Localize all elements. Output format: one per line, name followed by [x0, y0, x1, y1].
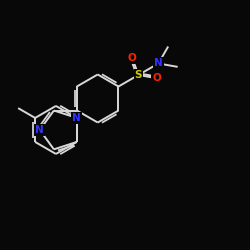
Text: N: N: [72, 113, 81, 123]
Text: N: N: [36, 125, 44, 135]
Text: O: O: [128, 53, 136, 63]
Text: N: N: [154, 58, 163, 68]
Text: O: O: [152, 73, 161, 83]
Text: S: S: [135, 70, 142, 80]
